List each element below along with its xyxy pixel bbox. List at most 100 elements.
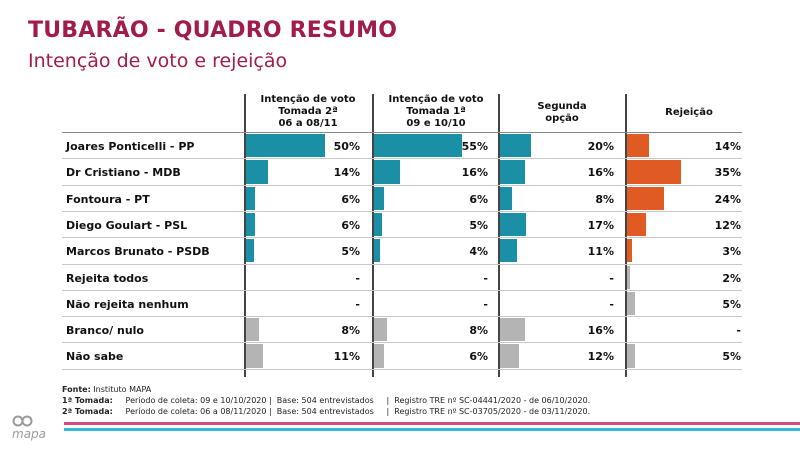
cell-value: 50% bbox=[333, 140, 360, 153]
bar bbox=[627, 186, 665, 210]
row-divider bbox=[62, 316, 742, 318]
row-label: Rejeita todos bbox=[66, 271, 149, 285]
bar bbox=[374, 318, 387, 342]
bar bbox=[246, 344, 264, 368]
bar bbox=[246, 134, 325, 158]
cell-value: - bbox=[609, 271, 614, 285]
column-header-line: Tomada 1ª bbox=[406, 106, 466, 117]
column-header-3: Segunda opção bbox=[500, 101, 624, 125]
bar bbox=[627, 212, 646, 237]
footer-source-label: Fonte: bbox=[62, 385, 91, 394]
cell-value: 12% bbox=[587, 350, 614, 364]
row-label: Branco/ nulo bbox=[66, 324, 144, 338]
cell-value: - bbox=[736, 324, 741, 338]
row-divider bbox=[62, 158, 742, 160]
mapa-logo-icon: mapa bbox=[12, 415, 46, 441]
cell-value: 5% bbox=[469, 218, 488, 232]
cell-value: 20% bbox=[587, 140, 614, 153]
column-divider bbox=[498, 94, 500, 377]
cell-value: 16% bbox=[461, 166, 488, 180]
cell-value: 11% bbox=[333, 350, 360, 364]
row-label: Não sabe bbox=[66, 350, 124, 364]
row-label: Diego Goulart - PSL bbox=[66, 218, 188, 232]
footer-poll-2-text: Período de coleta: 06 a 08/11/2020 | Bas… bbox=[112, 407, 591, 416]
cell-value: 8% bbox=[341, 324, 360, 338]
bar bbox=[627, 265, 631, 289]
bar bbox=[246, 212, 256, 237]
row-divider bbox=[62, 210, 742, 212]
column-header-line: 09 e 10/10 bbox=[406, 118, 466, 129]
cell-value: 5% bbox=[722, 297, 741, 311]
column-header-line: Intenção de voto bbox=[260, 94, 356, 105]
footer-poll-1-label: 1ª Tomada: bbox=[62, 396, 113, 405]
row-label: Joares Ponticelli - PP bbox=[66, 140, 195, 153]
header-divider bbox=[62, 132, 742, 133]
cell-value: - bbox=[483, 271, 488, 285]
row-label: Dr Cristiano - MDB bbox=[66, 166, 181, 180]
column-header-line: Intenção de voto bbox=[388, 94, 484, 105]
cell-value: - bbox=[609, 297, 614, 311]
page-title: TUBARÃO - QUADRO RESUMO bbox=[28, 18, 398, 43]
cell-value: 6% bbox=[469, 192, 488, 206]
column-header-line: Segunda bbox=[537, 101, 587, 112]
bar bbox=[500, 186, 513, 210]
bar bbox=[500, 212, 527, 237]
cell-value: 16% bbox=[587, 166, 614, 180]
footer-poll-2-label: 2ª Tomada: bbox=[62, 407, 113, 416]
cell-value: 17% bbox=[587, 218, 614, 232]
cell-value: - bbox=[355, 271, 360, 285]
footer-source-value: Instituto MAPA bbox=[90, 385, 152, 394]
bar bbox=[374, 212, 382, 237]
bar bbox=[627, 134, 649, 158]
footer-poll-1: 1ª Tomada: Período de coleta: 09 e 10/10… bbox=[62, 396, 590, 405]
cell-value: 35% bbox=[714, 166, 741, 180]
column-divider bbox=[372, 94, 374, 377]
cell-value: 24% bbox=[714, 192, 741, 206]
page-subtitle: Intenção de voto e rejeição bbox=[28, 50, 288, 72]
cell-value: 12% bbox=[714, 218, 741, 232]
row-divider bbox=[62, 263, 742, 265]
cell-value: 8% bbox=[469, 324, 488, 338]
bar bbox=[374, 134, 462, 158]
cell-value: 11% bbox=[587, 245, 614, 259]
bar bbox=[374, 239, 381, 263]
cell-value: 16% bbox=[587, 324, 614, 338]
column-header-2: Intenção de voto Tomada 1ª 09 e 10/10 bbox=[374, 94, 498, 130]
column-header-line: Rejeição bbox=[665, 107, 713, 118]
summary-table: Intenção de voto Tomada 2ª 06 a 08/11 Inten… bbox=[62, 94, 742, 377]
row-divider bbox=[62, 289, 742, 291]
cell-value: - bbox=[355, 297, 360, 311]
footer-poll-2: 2ª Tomada: Período de coleta: 06 a 08/11… bbox=[62, 407, 590, 416]
row-divider bbox=[62, 184, 742, 186]
cell-value: 14% bbox=[333, 166, 360, 180]
footer-poll-1-text: Período de coleta: 09 e 10/10/2020 | Bas… bbox=[112, 396, 591, 405]
bar bbox=[246, 318, 259, 342]
bar bbox=[374, 160, 400, 184]
row-label: Fontoura - PT bbox=[66, 192, 150, 206]
footer-source: Fonte: Instituto MAPA bbox=[62, 385, 151, 394]
cell-value: 3% bbox=[722, 245, 741, 259]
bar bbox=[246, 239, 254, 263]
bar bbox=[246, 160, 269, 184]
column-divider bbox=[244, 94, 246, 377]
bar bbox=[500, 318, 525, 342]
column-header-line: opção bbox=[545, 113, 579, 124]
bar bbox=[374, 344, 384, 368]
bar bbox=[500, 239, 518, 263]
row-divider bbox=[62, 237, 742, 239]
column-header-line: 06 a 08/11 bbox=[278, 118, 338, 129]
cell-value: 6% bbox=[469, 350, 488, 364]
cell-value: - bbox=[483, 297, 488, 311]
bar bbox=[374, 186, 384, 210]
cell-value: 5% bbox=[722, 350, 741, 364]
bar bbox=[500, 160, 525, 184]
bar bbox=[500, 344, 519, 368]
column-divider bbox=[625, 94, 627, 377]
cell-value: 4% bbox=[469, 245, 488, 259]
bar bbox=[627, 291, 635, 316]
cell-value: 6% bbox=[341, 192, 360, 206]
cell-value: 55% bbox=[461, 140, 488, 153]
footer-stripe-pink bbox=[64, 422, 800, 425]
cell-value: 6% bbox=[341, 218, 360, 232]
mapa-logo-text: mapa bbox=[12, 427, 46, 441]
